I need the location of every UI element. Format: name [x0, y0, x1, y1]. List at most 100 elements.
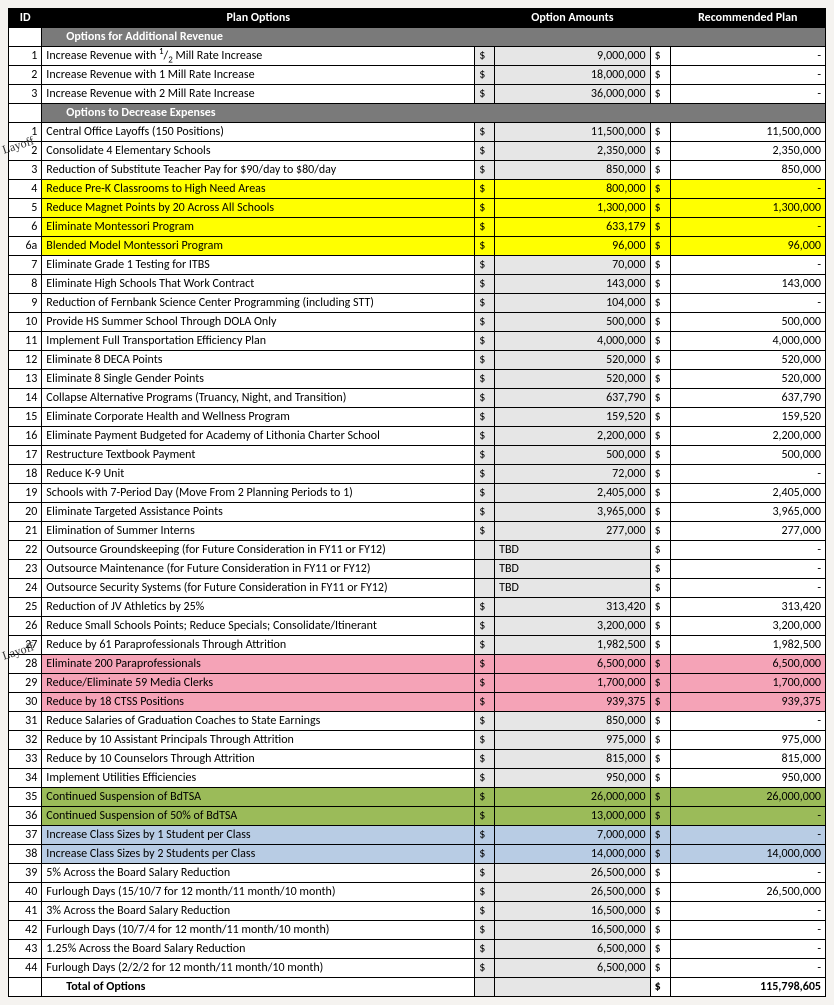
- row-desc: Eliminate Payment Budgeted for Academy o…: [42, 427, 475, 446]
- row-rec: 815,000: [670, 750, 825, 769]
- row-rec-currency: $: [650, 484, 670, 503]
- row-amt-currency: $: [475, 446, 495, 465]
- section-header: Options for Additional Revenue: [42, 28, 826, 47]
- row-amt: 16,500,000: [495, 902, 650, 921]
- row-amt-currency: $: [475, 921, 495, 940]
- row-desc: Eliminate Targeted Assistance Points: [42, 503, 475, 522]
- row-desc: Schools with 7-Period Day (Move From 2 P…: [42, 484, 475, 503]
- row-amt: TBD: [495, 560, 650, 579]
- table-row: 6aBlended Model Montessori Program$96,00…: [9, 237, 826, 256]
- row-amt: 500,000: [495, 446, 650, 465]
- row-desc: Eliminate Corporate Health and Wellness …: [42, 408, 475, 427]
- row-amt: 11,500,000: [495, 123, 650, 142]
- row-rec: 4,000,000: [670, 332, 825, 351]
- row-rec: -: [670, 256, 825, 275]
- row-desc: Eliminate 8 Single Gender Points: [42, 370, 475, 389]
- table-row: 37Increase Class Sizes by 1 Student per …: [9, 826, 826, 845]
- row-desc: Eliminate 8 DECA Points: [42, 351, 475, 370]
- row-rec-currency: $: [650, 769, 670, 788]
- row-id: 32: [9, 731, 42, 750]
- row-amt-currency: $: [475, 788, 495, 807]
- row-desc: Reduce/Eliminate 59 Media Clerks: [42, 674, 475, 693]
- row-rec: 2,200,000: [670, 427, 825, 446]
- row-desc: Implement Utilities Efficiencies: [42, 769, 475, 788]
- row-id: 2: [9, 66, 42, 85]
- table-row: 3Increase Revenue with 2 Mill Rate Incre…: [9, 85, 826, 104]
- table-row: 8Eliminate High Schools That Work Contra…: [9, 275, 826, 294]
- row-rec: 975,000: [670, 731, 825, 750]
- row-amt: 500,000: [495, 313, 650, 332]
- row-id: 36: [9, 807, 42, 826]
- row-rec: 26,000,000: [670, 788, 825, 807]
- table-row: 24Outsource Security Systems (for Future…: [9, 579, 826, 598]
- row-rec: 520,000: [670, 370, 825, 389]
- row-rec-currency: $: [650, 750, 670, 769]
- row-desc: Continued Suspension of BdTSA: [42, 788, 475, 807]
- row-amt: 14,000,000: [495, 845, 650, 864]
- row-id: 43: [9, 940, 42, 959]
- row-rec: -: [670, 294, 825, 313]
- row-amt: 18,000,000: [495, 66, 650, 85]
- row-amt-currency: $: [475, 313, 495, 332]
- row-id: 16: [9, 427, 42, 446]
- table-row: 15Eliminate Corporate Health and Wellnes…: [9, 408, 826, 427]
- row-rec-currency: $: [650, 940, 670, 959]
- row-amt: 2,200,000: [495, 427, 650, 446]
- row-amt-currency: $: [475, 484, 495, 503]
- row-id: 10: [9, 313, 42, 332]
- row-rec-currency: $: [650, 180, 670, 199]
- row-id: 17: [9, 446, 42, 465]
- row-id: 37: [9, 826, 42, 845]
- row-rec: 2,405,000: [670, 484, 825, 503]
- row-amt-currency: $: [475, 332, 495, 351]
- total-label: Total of Options: [42, 978, 475, 997]
- row-rec-currency: $: [650, 332, 670, 351]
- row-rec-currency: $: [650, 693, 670, 712]
- row-rec: 26,500,000: [670, 883, 825, 902]
- row-desc: 3% Across the Board Salary Reduction: [42, 902, 475, 921]
- row-rec: 159,520: [670, 408, 825, 427]
- row-id: 6: [9, 218, 42, 237]
- row-rec-currency: $: [650, 85, 670, 104]
- table-row: 27Reduce by 61 Paraprofessionals Through…: [9, 636, 826, 655]
- row-amt: 1,700,000: [495, 674, 650, 693]
- row-desc: Furlough Days (15/10/7 for 12 month/11 m…: [42, 883, 475, 902]
- table-row: 30Reduce by 18 CTSS Positions$939,375$93…: [9, 693, 826, 712]
- table-row: 14Collapse Alternative Programs (Truancy…: [9, 389, 826, 408]
- row-amt-currency: $: [475, 807, 495, 826]
- row-amt-currency: $: [475, 199, 495, 218]
- row-amt: 6,500,000: [495, 940, 650, 959]
- row-id: 19: [9, 484, 42, 503]
- row-amt: 950,000: [495, 769, 650, 788]
- row-amt-currency: $: [475, 85, 495, 104]
- row-amt-currency: $: [475, 237, 495, 256]
- table-row: 17Restructure Textbook Payment$500,000$5…: [9, 446, 826, 465]
- row-id: 9: [9, 294, 42, 313]
- row-amt-currency: [475, 579, 495, 598]
- row-rec: -: [670, 712, 825, 731]
- total-rec-amt: 115,798,605: [670, 978, 825, 997]
- row-rec-currency: $: [650, 427, 670, 446]
- row-rec: 6,500,000: [670, 655, 825, 674]
- row-id: 44: [9, 959, 42, 978]
- row-rec-currency: $: [650, 807, 670, 826]
- row-id: 39: [9, 864, 42, 883]
- row-id: 34: [9, 769, 42, 788]
- row-amt-currency: $: [475, 408, 495, 427]
- row-amt: 13,000,000: [495, 807, 650, 826]
- row-amt-currency: $: [475, 731, 495, 750]
- row-desc: Continued Suspension of 50% of BdTSA: [42, 807, 475, 826]
- row-amt: 313,420: [495, 598, 650, 617]
- table-row: 42Furlough Days (10/7/4 for 12 month/11 …: [9, 921, 826, 940]
- table-row: 431.25% Across the Board Salary Reductio…: [9, 940, 826, 959]
- row-desc: Eliminate High Schools That Work Contrac…: [42, 275, 475, 294]
- row-amt-currency: $: [475, 389, 495, 408]
- row-amt: 815,000: [495, 750, 650, 769]
- row-id: 3: [9, 161, 42, 180]
- row-rec-currency: $: [650, 313, 670, 332]
- row-rec-currency: $: [650, 579, 670, 598]
- row-rec: 313,420: [670, 598, 825, 617]
- row-id: 21: [9, 522, 42, 541]
- table-row: 395% Across the Board Salary Reduction$2…: [9, 864, 826, 883]
- row-amt-currency: [475, 541, 495, 560]
